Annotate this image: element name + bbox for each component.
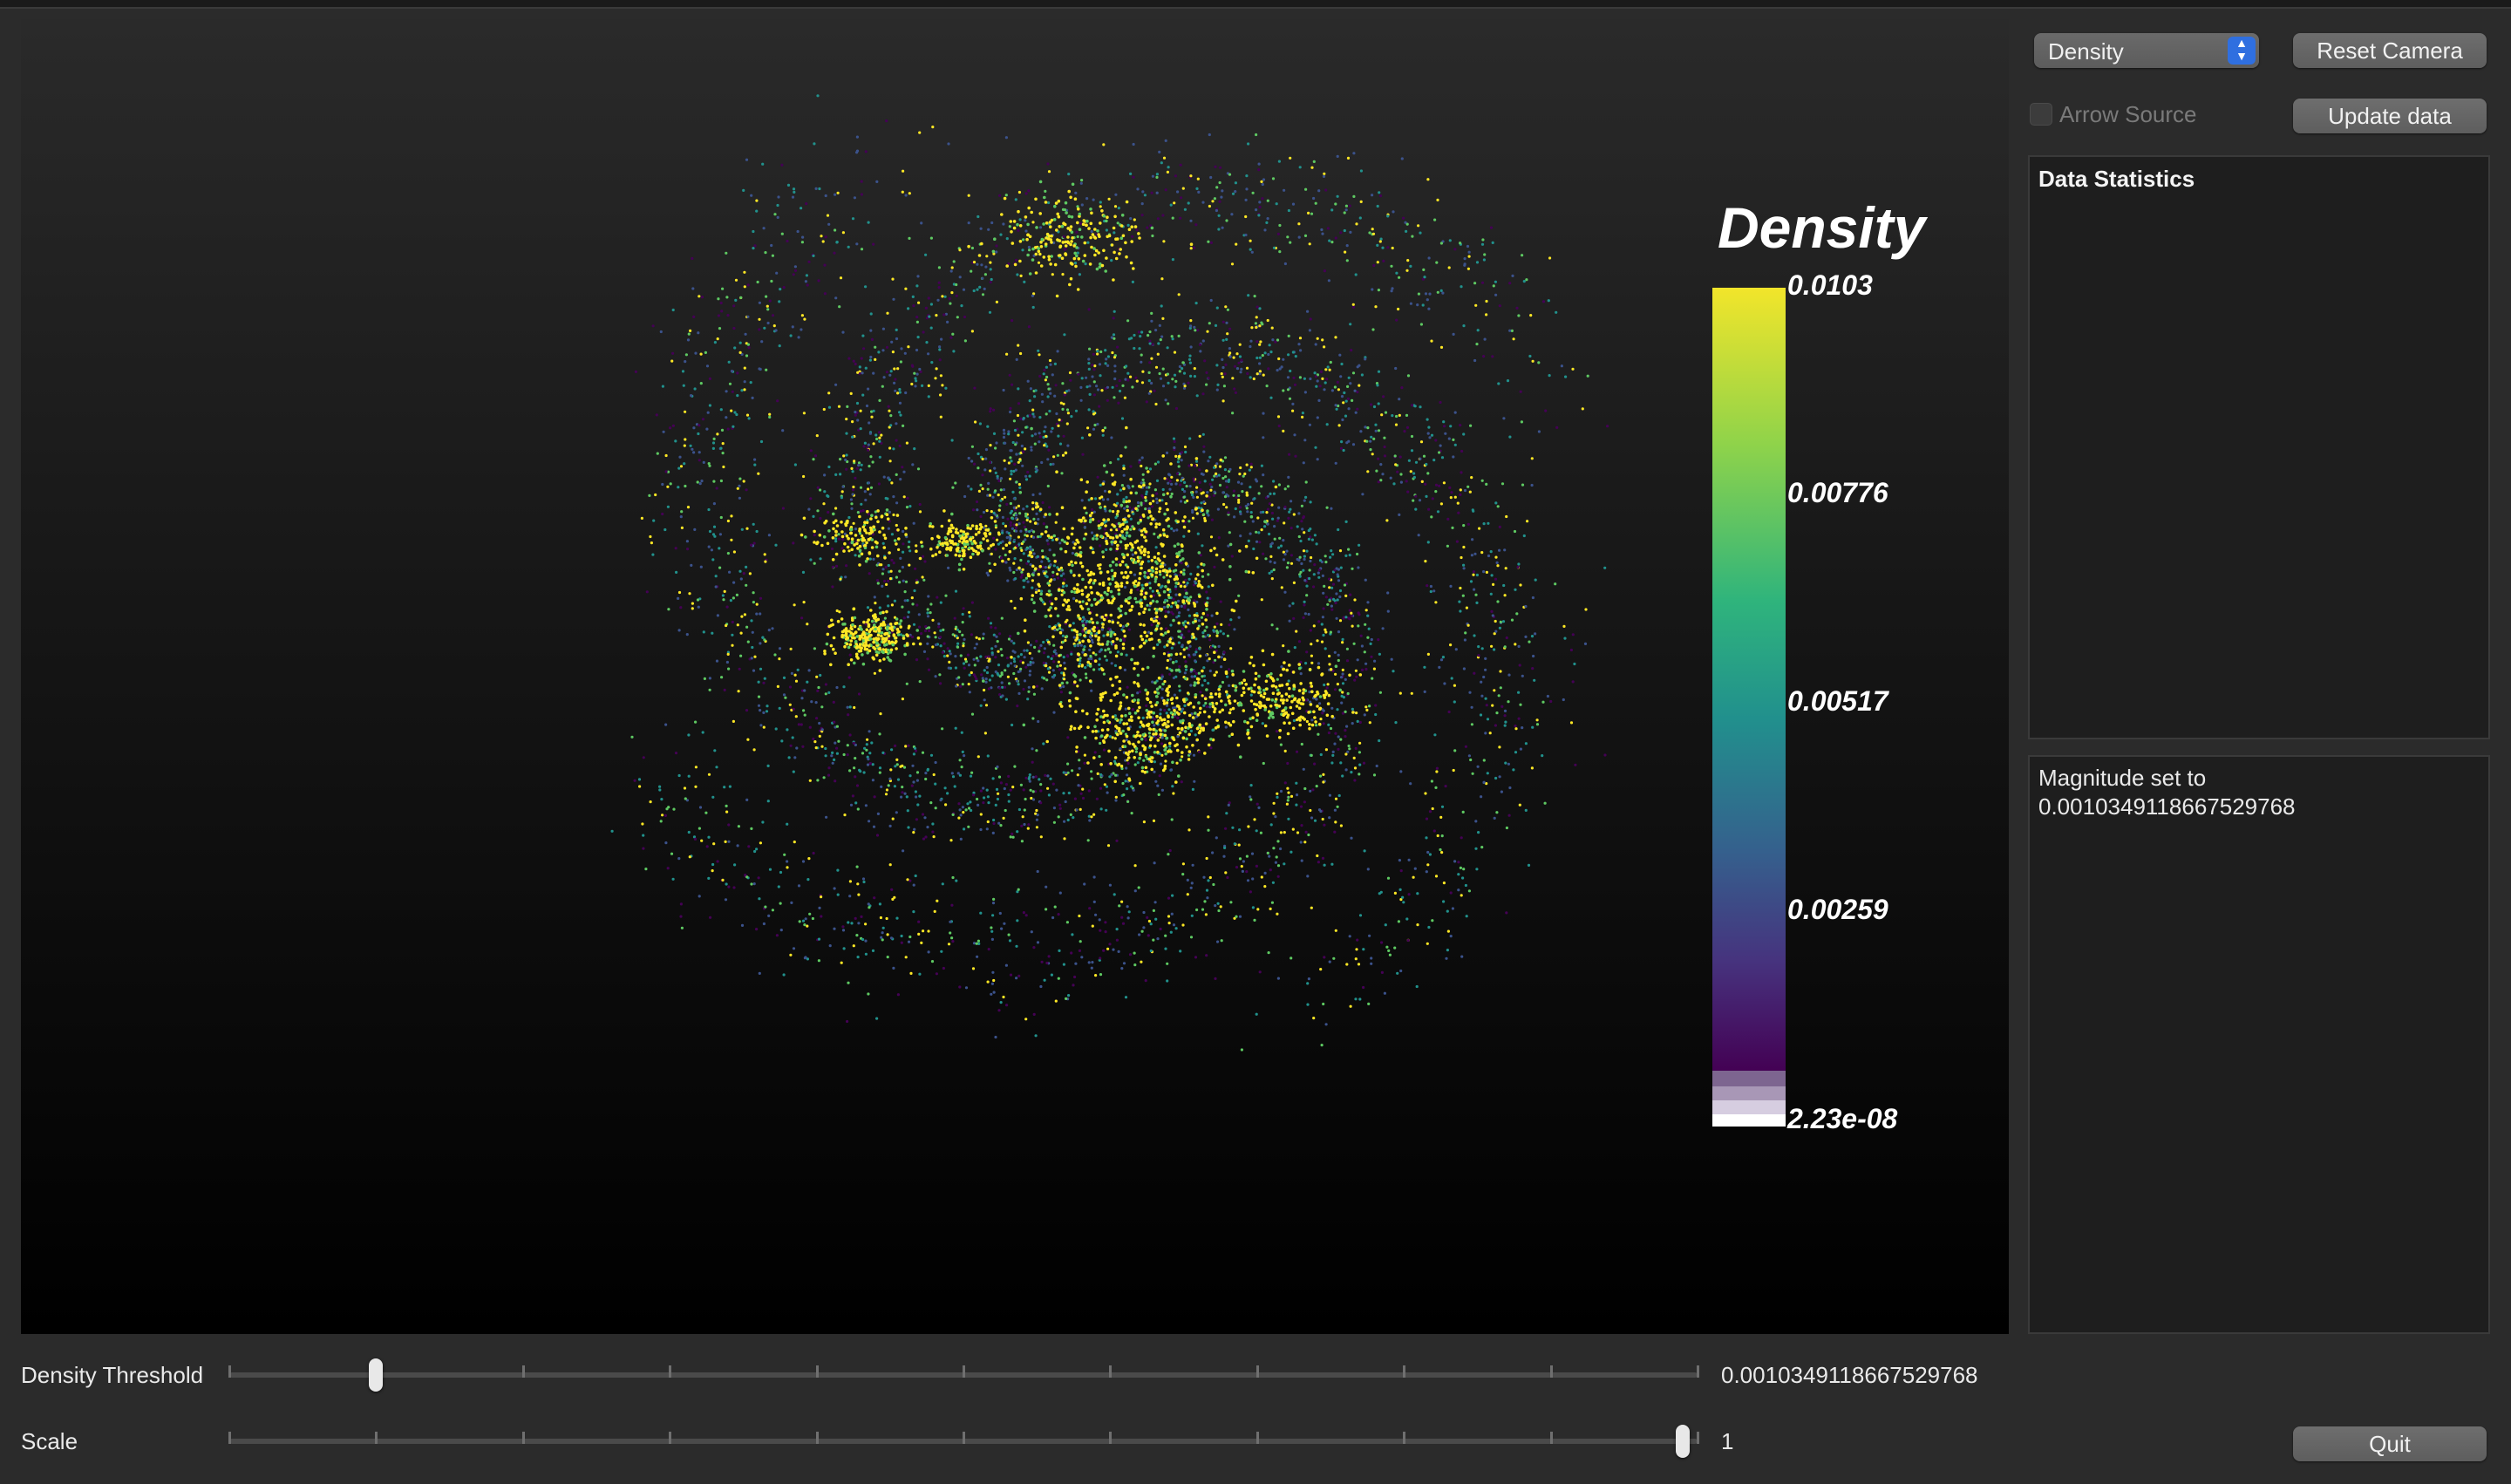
galaxy-point-cloud: Density 0.0103 0.00776 0.00517 0.00259 2… xyxy=(610,94,1929,1134)
density-threshold-slider-handle[interactable] xyxy=(369,1358,384,1392)
density-threshold-label: Density Threshold xyxy=(21,1362,204,1388)
update-data-button[interactable]: Update data xyxy=(2293,99,2487,133)
slider-tick xyxy=(1256,1365,1259,1378)
colorbar-tick-label: 0.00517 xyxy=(1787,685,1890,717)
slider-tick xyxy=(963,1432,965,1444)
quit-button[interactable]: Quit xyxy=(2293,1426,2487,1461)
slider-tick xyxy=(1256,1432,1259,1444)
slider-tick xyxy=(1403,1432,1406,1444)
arrow-source-checkbox[interactable] xyxy=(2030,103,2052,126)
slider-tick xyxy=(669,1365,672,1378)
slider-tick xyxy=(1697,1365,1699,1378)
slider-tick xyxy=(815,1432,819,1444)
slider-tick xyxy=(521,1432,525,1444)
scale-label: Scale xyxy=(21,1428,78,1454)
slider-tick xyxy=(228,1432,231,1444)
slider-tick xyxy=(1549,1432,1553,1444)
slider-tick xyxy=(669,1432,672,1444)
slider-tick xyxy=(815,1365,819,1378)
colorbar-band xyxy=(1712,1100,1786,1114)
slider-tick xyxy=(1403,1365,1406,1378)
density-threshold-value: 0.0010349118667529768 xyxy=(1721,1362,1978,1388)
colorbar-tick-label: 0.00776 xyxy=(1787,477,1888,508)
window-top-border xyxy=(0,0,2511,9)
colorbar-tick-label: 0.00259 xyxy=(1787,894,1888,925)
colorbar-tick-label: 2.23e-08 xyxy=(1786,1103,1898,1134)
colorbar-band xyxy=(1712,1071,1786,1086)
slider-tick xyxy=(1109,1365,1113,1378)
arrow-source-label: Arrow Source xyxy=(2059,101,2197,127)
colorbar-band xyxy=(1712,1086,1786,1100)
slider-tick xyxy=(1109,1432,1113,1444)
slider-tick xyxy=(228,1365,231,1378)
slider-tick xyxy=(375,1432,378,1444)
slider-tick xyxy=(963,1365,965,1378)
log-line: Magnitude set to xyxy=(2038,765,2207,791)
log-text: Magnitude set to 0.0010349118667529768 xyxy=(2038,764,2474,821)
colorbar-band xyxy=(1712,1114,1786,1127)
panel-title: Data Statistics xyxy=(2038,166,2195,192)
colorbar-tick-label: 0.0103 xyxy=(1787,269,1873,301)
slider-tick xyxy=(1697,1432,1699,1444)
log-panel[interactable]: Magnitude set to 0.0010349118667529768 xyxy=(2028,755,2490,1334)
chevron-updown-icon[interactable]: ▲ ▼ xyxy=(2228,37,2256,65)
field-select-value: Density xyxy=(2048,38,2124,65)
scale-value: 1 xyxy=(1721,1428,1734,1454)
data-statistics-panel: Data Statistics xyxy=(2028,155,2490,739)
render-viewport[interactable]: Density 0.0103 0.00776 0.00517 0.00259 2… xyxy=(21,19,2009,1334)
reset-camera-button[interactable]: Reset Camera xyxy=(2293,33,2487,68)
slider-tick xyxy=(1549,1365,1553,1378)
colorbar-gradient xyxy=(1712,288,1786,1071)
field-select[interactable]: Density ▲ ▼ xyxy=(2034,33,2259,68)
slider-tick xyxy=(521,1365,525,1378)
colorbar-title: Density xyxy=(1718,195,1929,260)
scale-slider-handle[interactable] xyxy=(1676,1425,1691,1458)
log-line: 0.0010349118667529768 xyxy=(2038,793,2296,820)
